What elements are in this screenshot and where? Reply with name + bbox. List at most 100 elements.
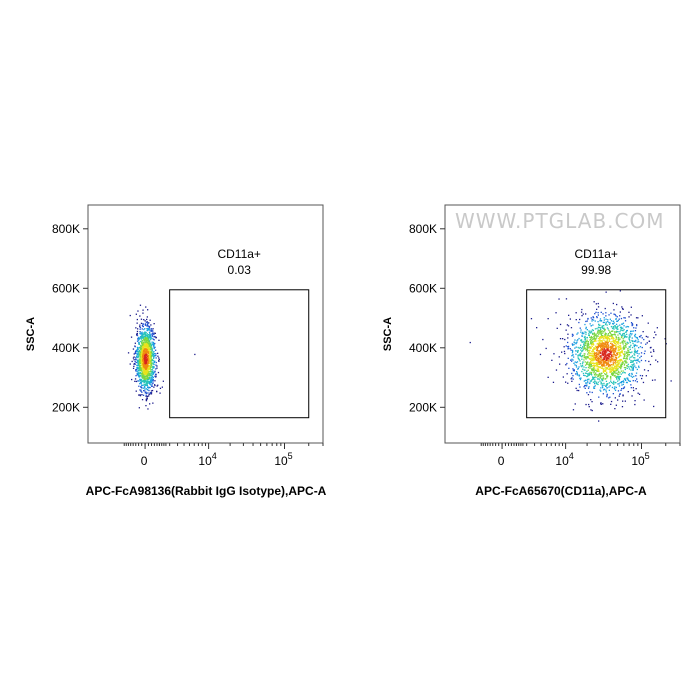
event-dot [142, 323, 144, 325]
event-dot [607, 349, 609, 352]
event-dot [615, 346, 617, 348]
event-dot [634, 365, 636, 367]
gate-rectangle[interactable] [169, 289, 310, 419]
event-dot [628, 334, 630, 336]
y-tick-label: 400K [409, 341, 437, 355]
event-dot [606, 342, 609, 345]
event-dot [136, 322, 138, 324]
event-dot [605, 359, 608, 361]
event-dot [615, 347, 617, 349]
event-dot [593, 386, 595, 388]
event-dot [619, 311, 621, 313]
event-dot [140, 336, 142, 338]
event-dot [617, 341, 620, 344]
event-dot [625, 345, 627, 347]
event-dot [620, 317, 623, 320]
event-dot [599, 380, 601, 382]
event-dot [577, 351, 579, 353]
event-dot [655, 334, 657, 336]
event-dot [605, 358, 607, 361]
event-dot [140, 332, 142, 334]
event-dot [602, 351, 604, 353]
event-dot [155, 337, 157, 339]
event-dot [621, 323, 624, 325]
event-dot [144, 324, 147, 326]
event-dot [603, 331, 605, 333]
event-dot [152, 338, 154, 340]
event-dot [633, 375, 635, 378]
event-dot [583, 386, 585, 388]
event-dot [613, 350, 615, 352]
event-dot [151, 379, 153, 381]
event-dot [610, 358, 612, 360]
event-dot [150, 392, 153, 394]
event-dot [143, 341, 145, 343]
event-dot [600, 334, 603, 336]
event-dot [598, 333, 600, 335]
event-dot [605, 354, 607, 356]
event-dot [613, 337, 615, 340]
x-axis-label: APC-FcA65670(CD11a),APC-A [475, 484, 647, 498]
event-dot [597, 327, 600, 329]
event-dot [633, 346, 636, 348]
event-dot [610, 403, 612, 405]
event-dot [599, 374, 602, 376]
event-dot [139, 394, 141, 396]
event-dot [612, 367, 614, 369]
event-dot [138, 353, 140, 355]
event-dot [604, 335, 606, 337]
event-dot [609, 351, 612, 353]
event-dot [542, 338, 544, 341]
event-dot [624, 335, 626, 338]
event-dot [569, 348, 571, 350]
event-dot [607, 328, 609, 330]
event-dot [579, 346, 581, 349]
event-dot [623, 371, 625, 374]
gate-rectangle[interactable] [526, 289, 667, 419]
event-dot [149, 355, 151, 357]
event-dot [602, 347, 604, 349]
event-dot [599, 377, 602, 379]
event-dot [607, 357, 610, 359]
event-dot [135, 357, 137, 359]
event-dot [140, 318, 143, 320]
event-dot [138, 394, 140, 396]
event-dot [150, 357, 152, 359]
event-dot [150, 345, 152, 347]
event-dot [144, 323, 147, 326]
event-dot [632, 380, 634, 382]
event-dot [578, 374, 581, 376]
event-dot [608, 350, 610, 352]
event-dot [598, 374, 600, 376]
event-dot [618, 378, 621, 380]
event-dot [613, 333, 615, 336]
event-dot [583, 336, 586, 338]
event-dot [139, 361, 141, 364]
event-dot [139, 337, 141, 339]
event-dot [610, 333, 612, 335]
event-dot [144, 384, 147, 386]
event-dot [599, 326, 601, 329]
event-dot [608, 314, 610, 316]
event-dot [140, 333, 142, 335]
event-dot [147, 339, 149, 341]
event-dot [618, 355, 620, 358]
event-dot [153, 356, 155, 358]
event-dot [558, 298, 560, 300]
event-dot [133, 353, 135, 355]
event-dot [613, 382, 615, 384]
event-dot [626, 329, 628, 332]
event-dot [615, 344, 617, 346]
event-dot [584, 372, 587, 374]
event-dot [626, 358, 628, 360]
event-dot [604, 340, 606, 342]
event-dot [153, 346, 155, 348]
event-dot [610, 334, 613, 337]
event-dot [603, 338, 605, 340]
event-dot [596, 350, 599, 352]
event-dot [609, 332, 611, 334]
event-dot [145, 332, 147, 334]
event-dot [147, 358, 149, 360]
event-dot [152, 328, 154, 330]
event-dot [593, 368, 595, 371]
